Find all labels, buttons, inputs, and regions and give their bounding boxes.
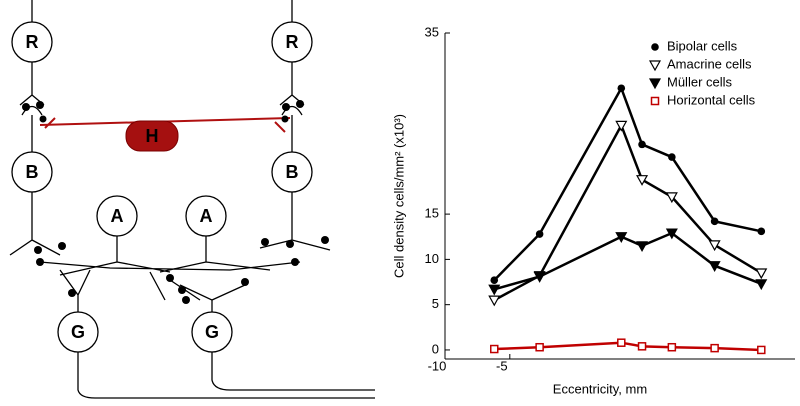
cell-node: R (11, 21, 53, 63)
cell-circle (191, 311, 233, 353)
marker (488, 295, 501, 307)
marker (667, 342, 677, 352)
cell-circle (185, 195, 227, 237)
series (488, 228, 768, 296)
cell-label: H (146, 126, 159, 146)
horizontal-cell (125, 120, 179, 152)
marker (757, 227, 766, 236)
legend-label: Horizontal cells (667, 92, 756, 107)
y-tick-label: 0 (432, 341, 439, 356)
legend-label: Amacrine cells (667, 56, 752, 71)
cell-node: A (96, 195, 138, 237)
marker (617, 84, 626, 93)
marker (638, 140, 646, 149)
marker (615, 120, 628, 132)
cell-label: R (26, 32, 39, 52)
marker (535, 342, 544, 352)
marker (755, 279, 768, 291)
marker (668, 153, 676, 161)
cell-circle (271, 21, 313, 63)
marker (535, 230, 544, 238)
marker (755, 268, 768, 280)
cell-circle (11, 151, 53, 193)
cell-node: G (191, 311, 233, 353)
legend-marker (651, 43, 659, 51)
cell-label: G (205, 322, 219, 342)
cell-node: G (57, 311, 99, 353)
series (488, 120, 768, 307)
x-tick-label: -5 (496, 358, 508, 373)
marker (710, 343, 719, 353)
marker (710, 217, 719, 226)
series (490, 84, 766, 285)
cell-label: B (286, 162, 299, 182)
cell-node: A (185, 195, 227, 237)
marker (615, 232, 628, 243)
marker (533, 271, 546, 283)
cell-label: B (26, 162, 39, 182)
series (490, 338, 766, 355)
cell-label: A (111, 206, 124, 226)
legend-marker (648, 60, 662, 72)
y-tick-label: 35 (425, 24, 439, 39)
marker (490, 344, 499, 354)
marker (665, 192, 678, 204)
cell-label: G (71, 322, 85, 342)
cell-label: A (200, 206, 213, 226)
cell-circle (11, 21, 53, 63)
marker (757, 345, 766, 355)
cell-circle (57, 311, 99, 353)
y-tick-label: 15 (425, 206, 439, 221)
marker (636, 175, 649, 186)
legend-label: Bipolar cells (667, 38, 738, 53)
y-tick-label: 5 (432, 296, 439, 311)
marker (665, 228, 678, 240)
cell-label: R (286, 32, 299, 52)
cell-node: B (11, 151, 53, 193)
marker (708, 261, 721, 272)
marker (617, 338, 626, 347)
y-axis-label: Cell density cells/mm² (x10³) (391, 114, 406, 278)
legend-label: Müller cells (667, 74, 733, 89)
y-tick-label: 10 (425, 251, 439, 266)
x-axis-label: Eccentricity, mm (553, 381, 647, 396)
marker (488, 284, 501, 296)
cell-circle (271, 151, 313, 193)
marker (708, 240, 721, 252)
x-tick-label: -10 (428, 358, 447, 373)
cell-node: B (271, 151, 313, 193)
marker (636, 241, 649, 253)
retina-diagram (9, 0, 375, 399)
legend-marker (650, 96, 660, 106)
series-line (494, 341, 762, 352)
series-line (493, 122, 762, 302)
legend-marker (648, 78, 662, 90)
cell-node: H (125, 120, 179, 152)
series-line (493, 85, 762, 282)
marker (637, 342, 647, 351)
marker (490, 276, 499, 285)
cell-node: R (271, 21, 313, 63)
cell-circle (96, 195, 138, 237)
series-line (493, 231, 762, 291)
